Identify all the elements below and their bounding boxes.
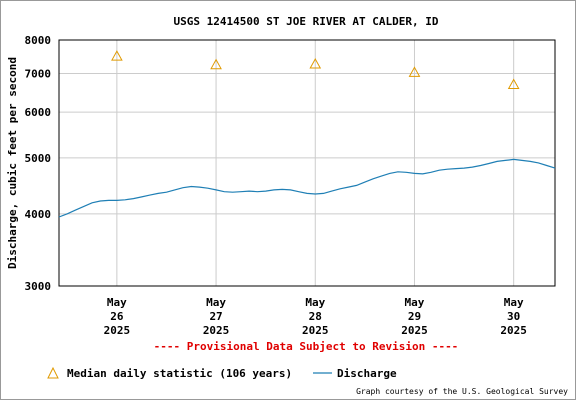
x-tick-label-year: 2025	[401, 324, 428, 337]
median-point	[210, 58, 222, 70]
x-tick-label-day: 28	[309, 310, 322, 323]
x-tick-label-month: May	[405, 296, 425, 309]
y-tick-label: 7000	[25, 67, 52, 80]
x-tick-label-year: 2025	[203, 324, 230, 337]
y-tick-label: 3000	[25, 280, 52, 293]
x-tick-label-day: 29	[408, 310, 421, 323]
y-tick-labels: 8000 7000 6000 5000 4000 3000	[25, 34, 52, 293]
x-tick-label-month: May	[504, 296, 524, 309]
x-tick-label-month: May	[305, 296, 325, 309]
x-tick-label-day: 26	[110, 310, 124, 323]
y-axis-label: Discharge, cubic feet per second	[6, 57, 19, 269]
median-point	[111, 50, 123, 61]
median-point	[309, 57, 322, 69]
discharge-line	[58, 158, 556, 218]
median-point	[507, 78, 520, 89]
discharge-series	[58, 158, 556, 218]
y-tick-label: 5000	[25, 152, 52, 165]
y-tick-label: 6000	[25, 106, 52, 119]
y-tick-label: 8000	[25, 34, 52, 47]
y-tick-label: 4000	[25, 208, 52, 221]
x-tick-label-day: 27	[209, 310, 222, 323]
credit-text: Graph courtesy of the U.S. Geological Su…	[356, 387, 568, 396]
legend: Median daily statistic (106 years) Disch…	[47, 366, 397, 380]
median-legend-label: Median daily statistic (106 years)	[67, 367, 292, 380]
x-tick-label-month: May	[206, 296, 226, 309]
chart-title: USGS 12414500 ST JOE RIVER AT CALDER, ID	[174, 15, 439, 28]
x-tick-label-year: 2025	[500, 324, 527, 337]
median-point	[408, 66, 421, 77]
x-tick-label-year: 2025	[302, 324, 329, 337]
x-tick-label-year: 2025	[104, 324, 131, 337]
provisional-notice: ---- Provisional Data Subject to Revisio…	[154, 340, 459, 353]
discharge-legend-label: Discharge	[337, 367, 397, 380]
x-tick-label-day: 30	[507, 310, 520, 323]
plot-area-border	[58, 39, 556, 287]
median-series	[111, 50, 520, 89]
x-tick-label-month: May	[107, 296, 127, 309]
grid-lines	[59, 40, 555, 286]
x-tick-labels: May262025May272025May282025May292025May3…	[104, 296, 527, 337]
median-legend-triangle-icon	[47, 366, 59, 379]
